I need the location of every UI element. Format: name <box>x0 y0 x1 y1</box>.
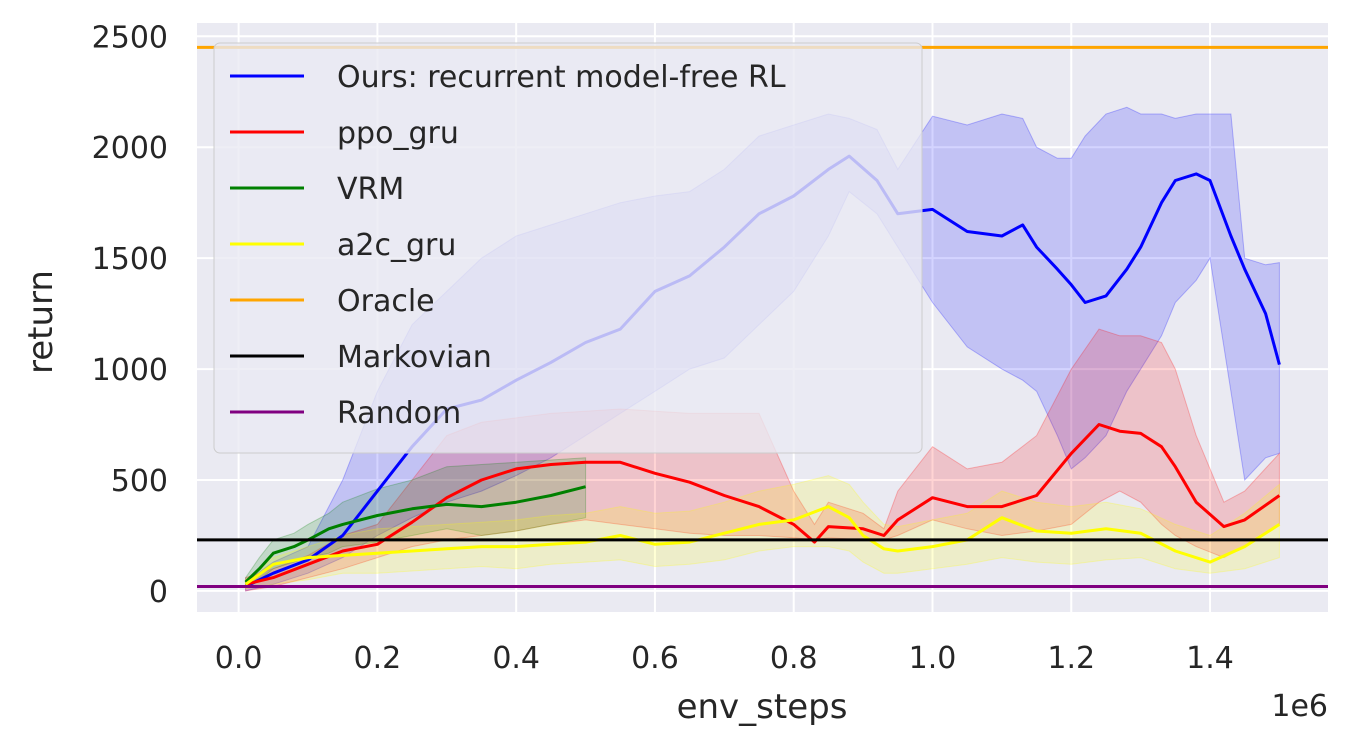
x-axis-ticks: 0.0 0.2 0.4 0.6 0.8 1.0 1.2 1.4 <box>215 641 1234 676</box>
y-tick-label-0: 0 <box>149 575 168 610</box>
x-tick-label-6: 1.2 <box>1047 641 1095 676</box>
line-series-1 <box>245 423 1281 586</box>
x-tick-label-3: 0.6 <box>631 641 679 676</box>
y-tick-label-3: 1500 <box>92 242 168 277</box>
x-tick-label-5: 1.0 <box>909 641 957 676</box>
x-tick-label-1: 0.2 <box>354 641 402 676</box>
legend-label-6: Random <box>337 396 461 431</box>
line-series-2 <box>244 485 586 584</box>
legend: Ours: recurrent model-free RL ppo_gru VRM a… <box>213 42 923 454</box>
y-axis-ticks: 0 500 1000 1500 2000 2500 <box>92 20 168 610</box>
y-tick-label-5: 2500 <box>92 20 168 55</box>
y-axis-label: return <box>21 270 61 374</box>
x-axis-label: env_steps <box>677 687 848 727</box>
legend-label-2: VRM <box>337 172 404 207</box>
legend-label-3: a2c_gru <box>337 228 456 263</box>
legend-frame <box>213 42 923 454</box>
x-tick-label-4: 0.8 <box>770 641 818 676</box>
y-tick-label-4: 2000 <box>92 131 168 166</box>
y-tick-label-2: 1000 <box>92 353 168 388</box>
x-tick-label-2: 0.4 <box>492 641 540 676</box>
x-tick-label-7: 1.4 <box>1186 641 1234 676</box>
x-axis-offset-label: 1e6 <box>1271 689 1328 724</box>
legend-label-5: Markovian <box>337 340 492 375</box>
legend-label-1: ppo_gru <box>337 116 459 151</box>
band-series-3 <box>245 475 1280 590</box>
legend-label-0: Ours: recurrent model-free RL <box>337 60 786 95</box>
line-series-3 <box>244 505 1281 586</box>
legend-label-4: Oracle <box>337 284 435 319</box>
y-tick-label-1: 500 <box>111 464 168 499</box>
x-tick-label-0: 0.0 <box>215 641 263 676</box>
